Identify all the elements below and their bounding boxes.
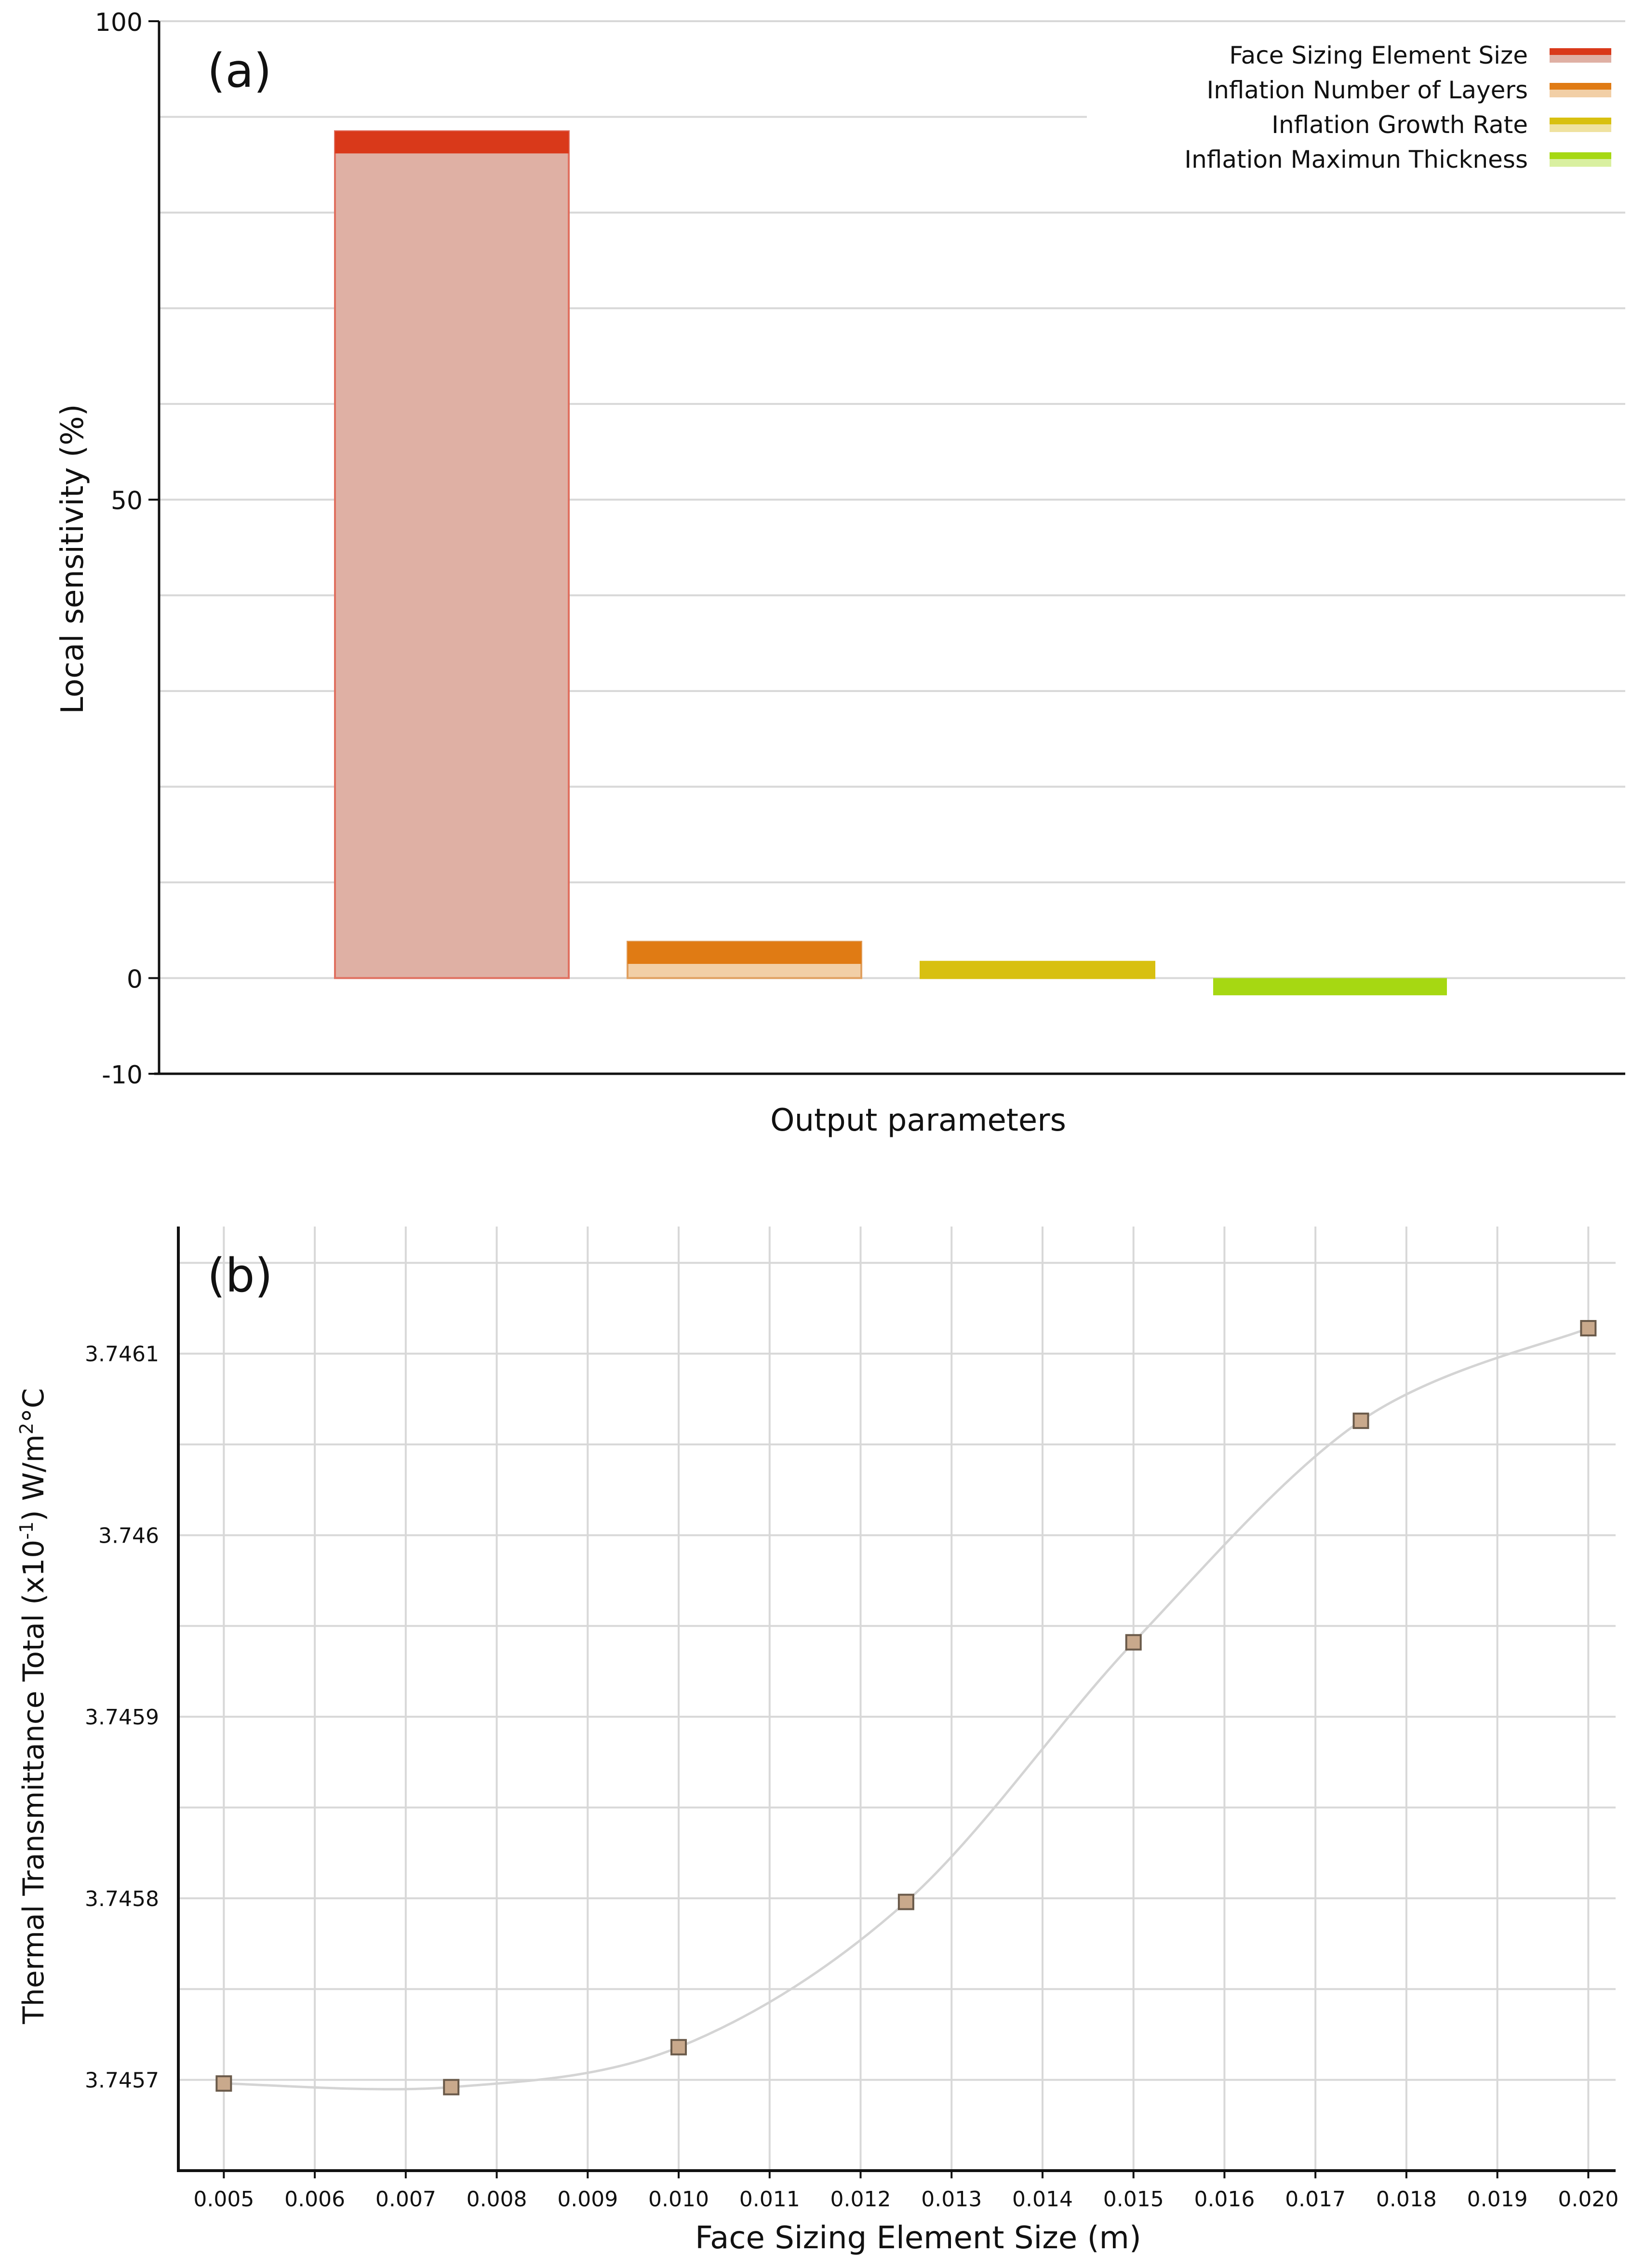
legend-swatch-top-2 <box>1550 83 1611 90</box>
y-label-part-3: °C <box>17 1388 51 1423</box>
panel-a-x-axis-label: Output parameters <box>770 1103 1066 1138</box>
bar-cap-2 <box>628 942 861 964</box>
y-tick-label-100: 100 <box>95 8 143 37</box>
x-tick-label-0.010: 0.010 <box>648 2187 709 2212</box>
panel-b-x-tick-labels: 0.005 0.006 0.007 0.008 0.009 0.010 0.011 0.012… <box>193 2171 1619 2212</box>
legend-swatch-top-1 <box>1550 48 1611 55</box>
x-tick-label-0.019: 0.019 <box>1467 2187 1528 2212</box>
transmittance-line-chart: 3.7457 3.7458 3.7459 3.746 3.7461 0.005 0.006… <box>16 1227 1619 2256</box>
data-point-5 <box>1125 1634 1142 1651</box>
y-label-part-2: ) W/m <box>17 1434 51 1521</box>
panel-a-y-axis-label: Local sensitivity (%) <box>55 404 91 714</box>
legend-label-1: Face Sizing Element Size <box>1229 41 1528 69</box>
x-tick-label-0.020: 0.020 <box>1558 2187 1619 2212</box>
panel-b-markers <box>215 1320 1597 2095</box>
bar-cap-1 <box>335 131 569 154</box>
x-tick-label-0.006: 0.006 <box>284 2187 345 2212</box>
panel-a-legend: Face Sizing Element Size Inflation Number… <box>1184 41 1611 173</box>
x-tick-label-0.017: 0.017 <box>1285 2187 1346 2212</box>
x-tick-label-0.015: 0.015 <box>1103 2187 1164 2212</box>
legend-label-2: Inflation Number of Layers <box>1206 76 1528 104</box>
panel-b-label: (b) <box>207 1249 273 1303</box>
y-tick-label-3.746: 3.746 <box>98 1523 159 1548</box>
panel-b-series-line <box>224 1327 1589 2091</box>
panel-b-y-axis-label: Thermal Transmittance Total (x10-1) W/m2… <box>16 1388 51 2025</box>
bar-cap-3 <box>921 961 1154 978</box>
y-label-exp-1: -1 <box>16 1521 37 1540</box>
y-tick-label-3.7457: 3.7457 <box>85 2068 159 2093</box>
x-tick-label-0.009: 0.009 <box>557 2187 618 2212</box>
legend-swatch-bottom-2 <box>1550 90 1611 97</box>
panel-b-x-axis-label: Face Sizing Element Size (m) <box>695 2220 1141 2256</box>
y-tick-label-3.7461: 3.7461 <box>85 1342 159 1367</box>
x-tick-label-0.013: 0.013 <box>921 2187 982 2212</box>
y-label-exp-2: 2 <box>16 1423 37 1434</box>
bar-4 <box>1213 978 1447 996</box>
y-tick-label--10: -10 <box>102 1061 143 1090</box>
sensitivity-bar-chart: 100 50 0 -10 (a) Output parameters Local se… <box>55 8 1625 1138</box>
y-tick-label-50: 50 <box>111 487 143 516</box>
x-tick-label-0.007: 0.007 <box>375 2187 436 2212</box>
legend-swatch-bottom-4 <box>1550 159 1611 167</box>
legend-swatch-top-3 <box>1550 118 1611 124</box>
x-tick-label-0.005: 0.005 <box>193 2187 254 2212</box>
x-tick-label-0.018: 0.018 <box>1376 2187 1437 2212</box>
legend-label-3: Inflation Growth Rate <box>1271 111 1528 139</box>
data-point-7 <box>1580 1320 1597 1336</box>
panel-a-label: (a) <box>207 44 272 98</box>
data-point-3 <box>670 2039 687 2055</box>
y-tick-label-3.7458: 3.7458 <box>85 1887 159 1911</box>
legend-label-4: Inflation Maximun Thickness <box>1184 146 1528 173</box>
bar-body-1 <box>334 130 570 979</box>
x-tick-label-0.016: 0.016 <box>1194 2187 1255 2212</box>
data-point-1 <box>215 2075 232 2092</box>
data-point-6 <box>1352 1413 1369 1429</box>
legend-swatch-bottom-3 <box>1550 124 1611 132</box>
x-tick-label-0.014: 0.014 <box>1012 2187 1073 2212</box>
x-tick-label-0.012: 0.012 <box>830 2187 891 2212</box>
panel-b-y-tick-labels: 3.7457 3.7458 3.7459 3.746 3.7461 <box>85 1342 159 2093</box>
panel-b-gridlines <box>178 1227 1616 2171</box>
y-label-part-1: Thermal Transmittance Total (x10 <box>17 1540 51 2025</box>
legend-swatch-bottom-1 <box>1550 55 1611 63</box>
data-point-2 <box>443 2079 460 2095</box>
data-point-4 <box>897 1894 914 1910</box>
panel-a-y-tick-labels: 100 50 0 -10 <box>95 8 159 1090</box>
legend-swatch-top-4 <box>1550 152 1611 159</box>
x-tick-label-0.011: 0.011 <box>739 2187 800 2212</box>
panel-a-bars <box>334 130 1447 996</box>
y-tick-label-3.7459: 3.7459 <box>85 1705 159 1730</box>
x-tick-label-0.008: 0.008 <box>467 2187 527 2212</box>
y-tick-label-0: 0 <box>127 965 143 994</box>
